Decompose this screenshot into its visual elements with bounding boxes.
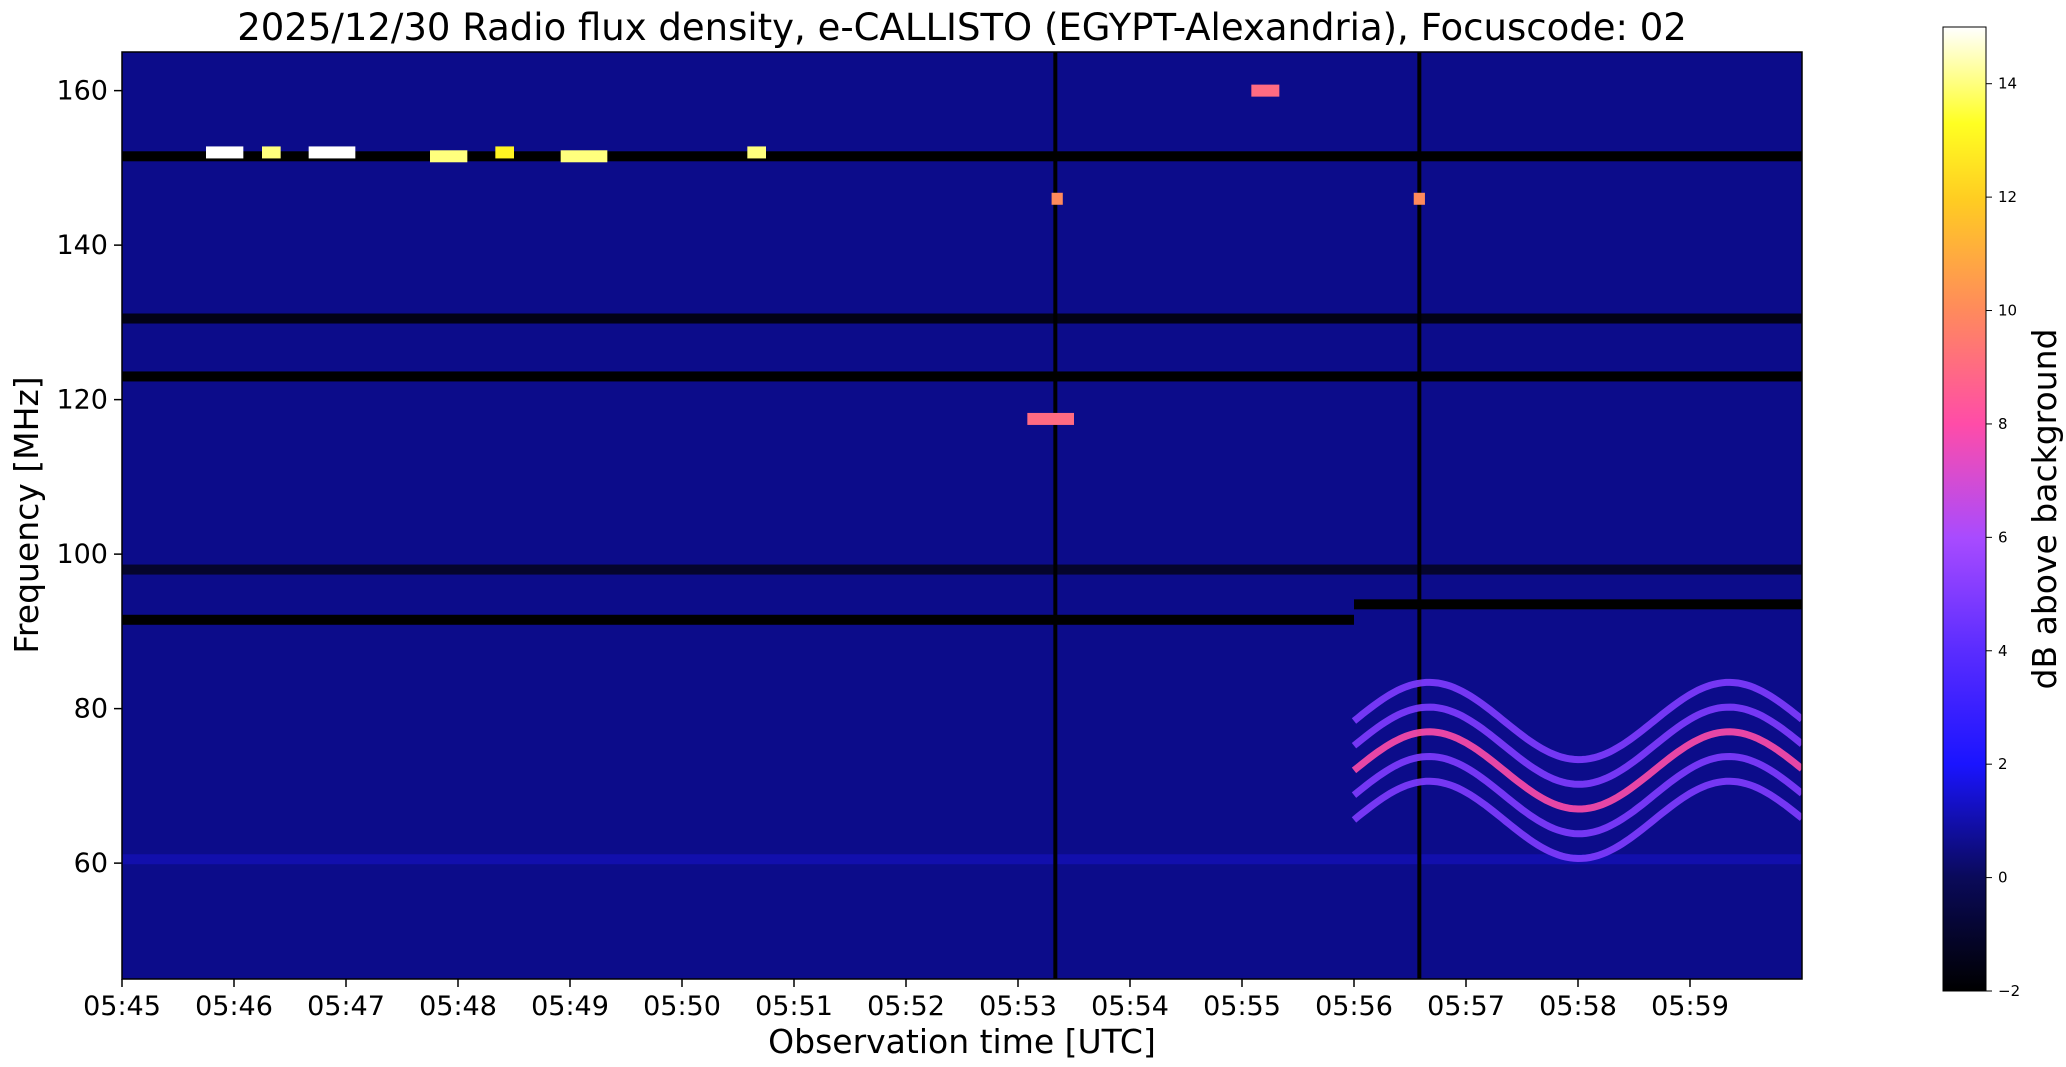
x-tick-label: 05:56 [1315, 991, 1393, 1022]
x-tick-label: 05:48 [419, 991, 497, 1022]
x-tick-label: 05:53 [979, 991, 1057, 1022]
y-tick-label: 160 [56, 76, 108, 107]
burst-18 [1051, 192, 1063, 205]
x-tick-label: 05:50 [643, 991, 721, 1022]
colorbar-label: dB above background [2025, 329, 2064, 690]
colorbar-tick-label: 12 [1998, 188, 2017, 206]
colorbar-tick-label: 2 [1998, 755, 2008, 773]
oscillation-stripe [1351, 703, 1802, 788]
burst-10 [262, 146, 281, 159]
y-axis: 60 80 100 120 140 160 [56, 76, 122, 879]
colorbar-axis: −2 0 2 4 6 8 10 12 14 [1986, 75, 2020, 1000]
burst-13 [495, 146, 514, 159]
y-tick-label: 140 [56, 230, 108, 261]
x-tick-label: 05:59 [1651, 991, 1729, 1022]
chart-title: 2025/12/30 Radio flux density, e-CALLIST… [237, 6, 1687, 49]
x-tick-label: 05:55 [1203, 991, 1281, 1022]
x-tick-label: 05:47 [307, 991, 385, 1022]
spectrogram-features [122, 52, 1802, 979]
colorbar-tick-label: 4 [1998, 642, 2008, 660]
oscillation-stripe [1351, 678, 1802, 764]
y-tick-label: 120 [56, 385, 108, 416]
oscillation-stripe [1351, 752, 1802, 838]
band-93.5mhz [1354, 599, 1802, 610]
colorbar-tick-label: −2 [1998, 982, 2020, 1000]
spectrogram-background [122, 52, 1802, 979]
colorbar-tick-label: 10 [1998, 302, 2017, 320]
y-tick-label: 100 [56, 539, 108, 570]
burst-17 [1027, 412, 1074, 425]
colorbar-tick-label: 0 [1998, 869, 2008, 887]
oscillation-stripe [1351, 728, 1802, 813]
x-tick-label: 05:58 [1539, 991, 1617, 1022]
colorbar-tick-label: 8 [1998, 415, 2008, 433]
colorbar [1942, 26, 1987, 992]
x-axis: 05:45 05:46 05:47 05:48 05:49 05:50 05:51 05:52… [83, 979, 1729, 1022]
burst-11 [308, 146, 356, 159]
x-tick-label: 05:57 [1427, 991, 1505, 1022]
band-60.5mhz [122, 854, 1802, 865]
burst-16 [1251, 84, 1280, 97]
interference-line [1417, 52, 1422, 979]
x-tick-label: 05:45 [83, 991, 161, 1022]
x-axis-label: Observation time [UTC] [768, 1022, 1156, 1061]
x-tick-label: 05:54 [1091, 991, 1169, 1022]
y-tick-label: 60 [74, 848, 108, 879]
burst-19 [1413, 192, 1425, 205]
colorbar-tick-label: 14 [1998, 75, 2017, 93]
x-tick-label: 05:52 [867, 991, 945, 1022]
interference-line [1053, 52, 1058, 979]
burst-9 [206, 146, 244, 159]
band-91.5mhz [122, 614, 1354, 625]
colorbar-tick-label: 6 [1998, 528, 2008, 546]
x-tick-label: 05:49 [531, 991, 609, 1022]
band-130.5mhz [122, 313, 1802, 324]
oscillation-stripe [1351, 777, 1802, 863]
burst-12 [430, 150, 468, 163]
plot-frame [121, 51, 1803, 980]
band-151.5mhz [122, 151, 1802, 162]
burst-15 [747, 146, 766, 159]
band-123mhz [122, 371, 1802, 382]
x-tick-label: 05:46 [195, 991, 273, 1022]
burst-14 [560, 150, 608, 163]
y-tick-label: 80 [74, 694, 108, 725]
y-axis-label: Frequency [MHz] [7, 376, 46, 653]
x-tick-label: 05:51 [755, 991, 833, 1022]
band-98mhz [122, 564, 1802, 575]
